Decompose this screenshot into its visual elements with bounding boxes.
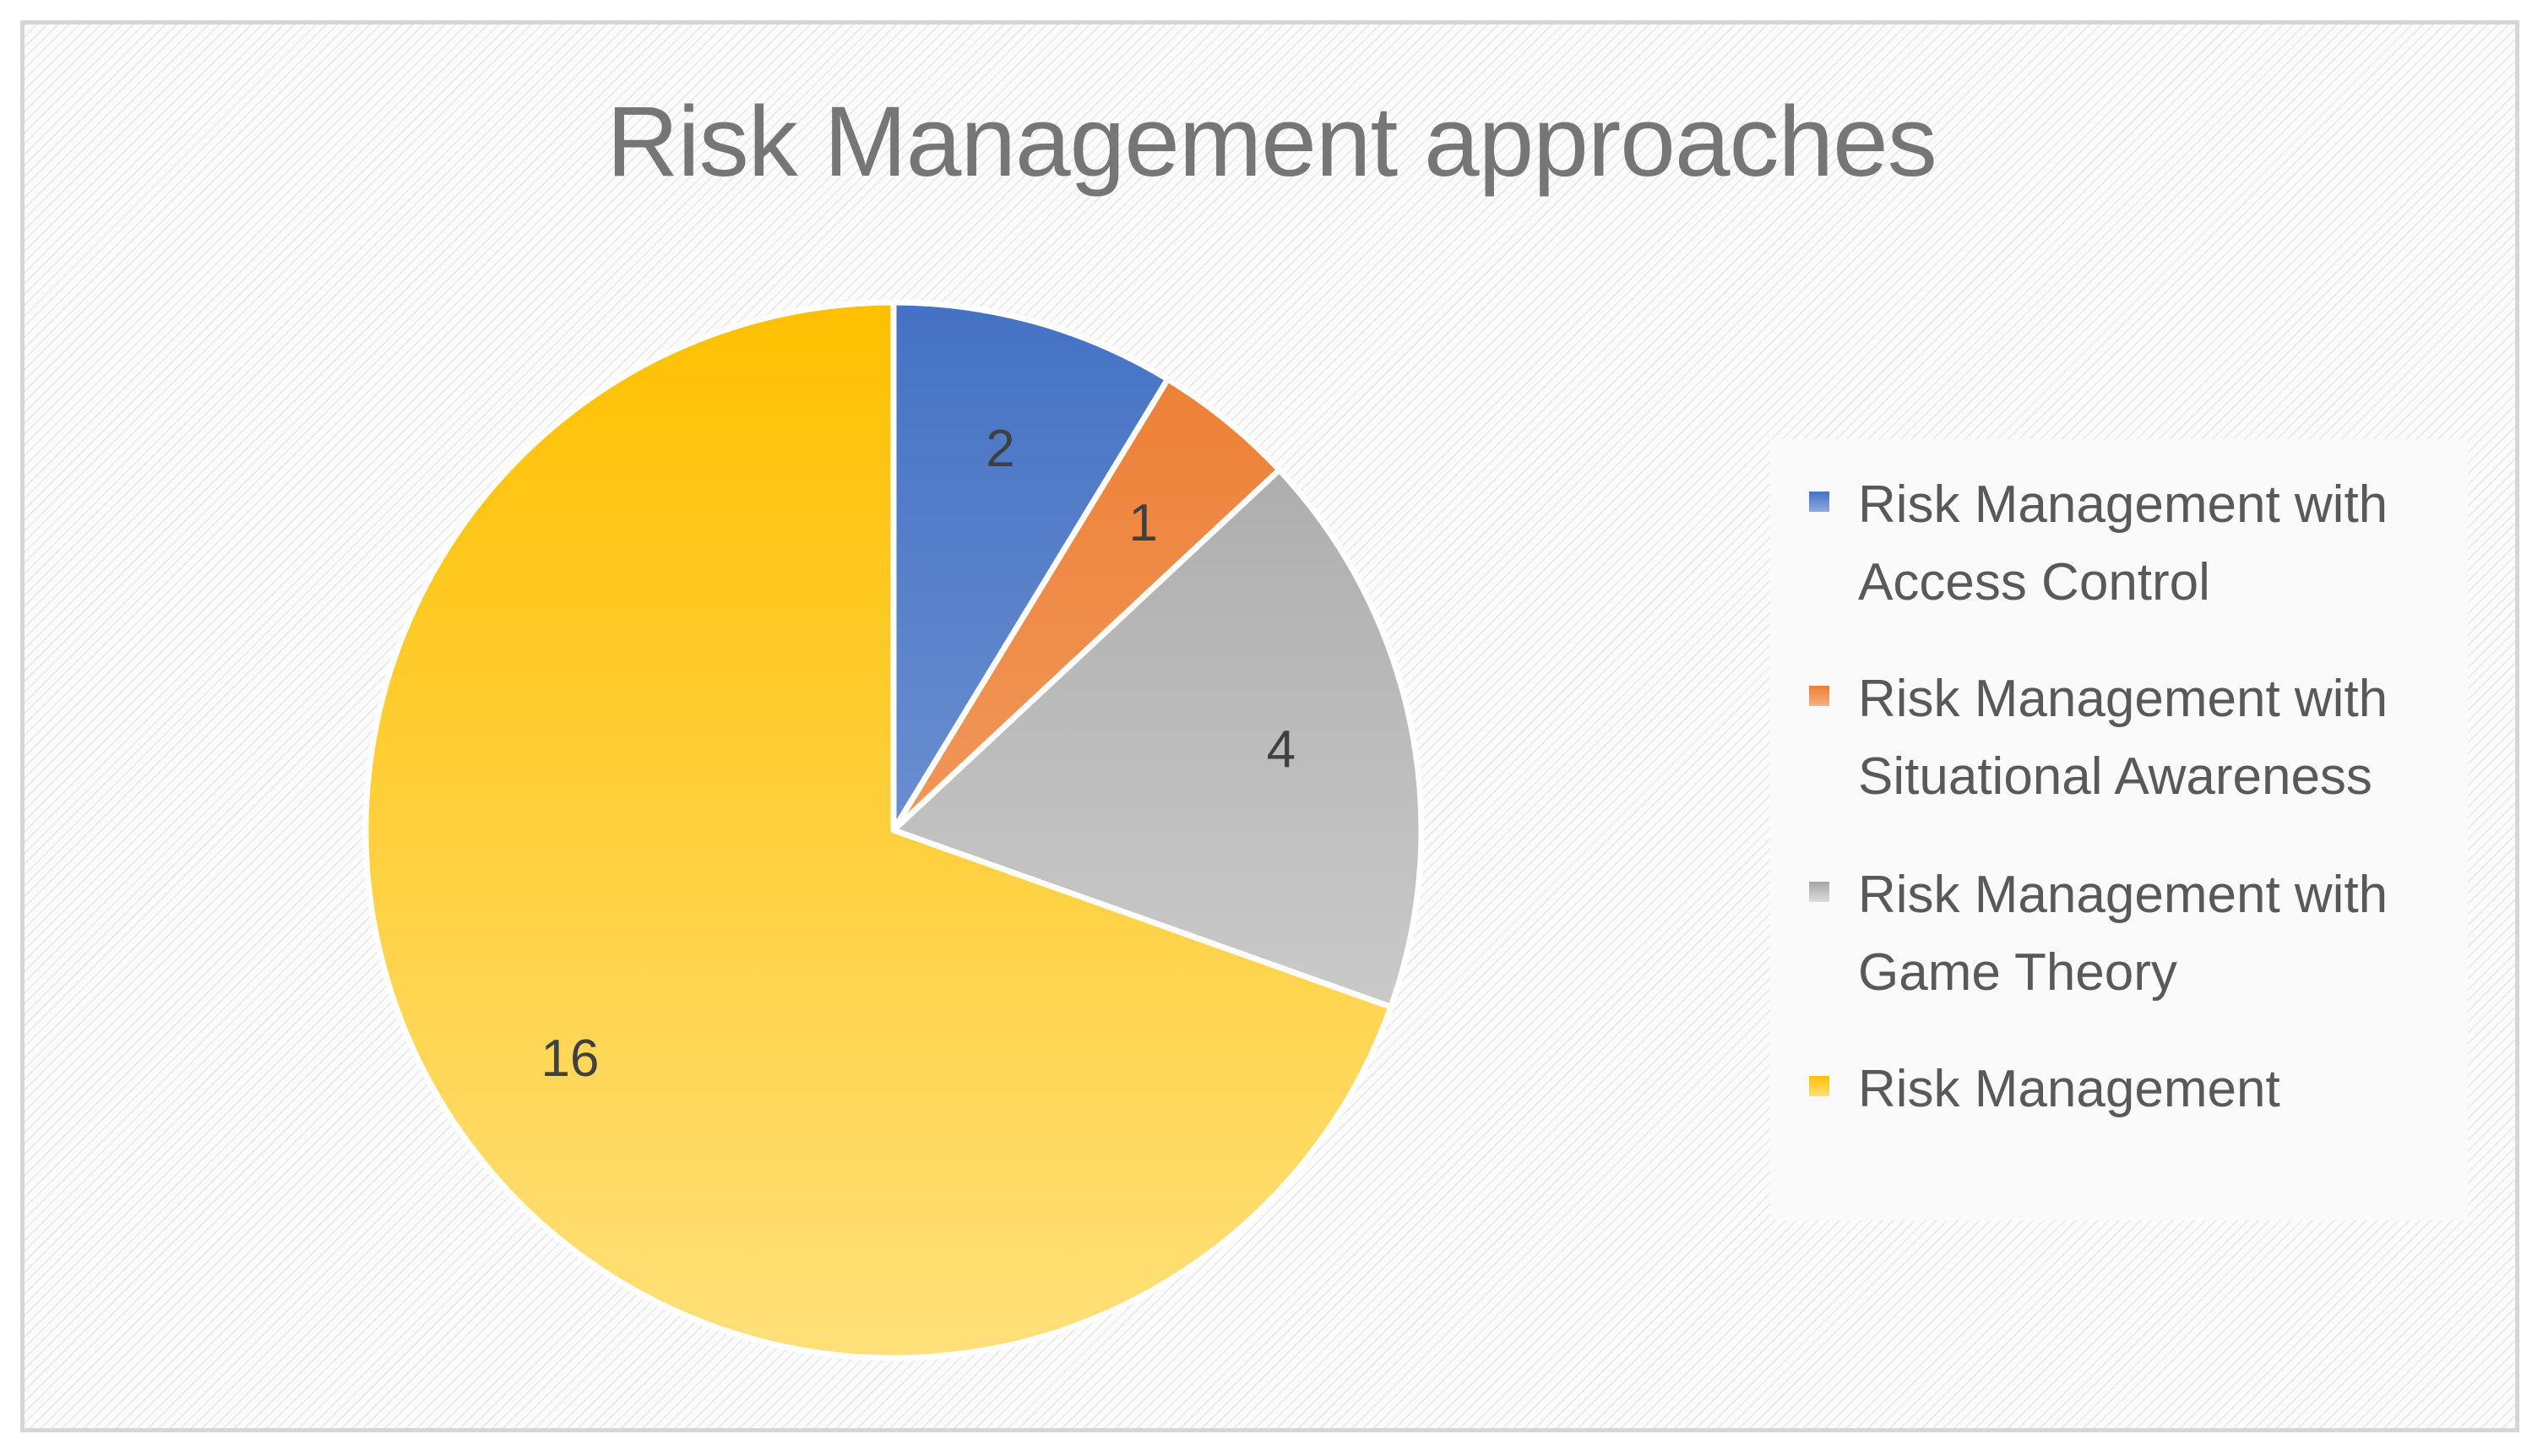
chart-title: Risk Management approaches: [606, 86, 1937, 198]
pie-slice-risk-management: [362, 299, 1394, 1361]
legend-swatch: [1809, 1076, 1829, 1096]
legend-swatch: [1809, 492, 1829, 512]
data-label-situational-awareness: 1: [1129, 494, 1158, 552]
legend-label: Risk Management with Access Control: [1858, 475, 2388, 611]
legend-label: Risk Management with Game Theory: [1858, 866, 2388, 1002]
legend-swatch: [1809, 882, 1829, 902]
pie-slice-access-control: [890, 299, 1171, 834]
legend-label: Risk Management with Situational Awarene…: [1858, 670, 2388, 806]
pie-slice-game-theory: [890, 466, 1425, 1010]
legend: Risk Management with Access Control Risk…: [1770, 439, 2468, 1220]
data-label-access-control: 2: [986, 420, 1014, 478]
data-label-game-theory: 4: [1267, 720, 1296, 779]
legend-label: Risk Management: [1858, 1060, 2280, 1118]
legend-swatch: [1809, 686, 1829, 706]
data-label-risk-management: 16: [541, 1030, 600, 1088]
